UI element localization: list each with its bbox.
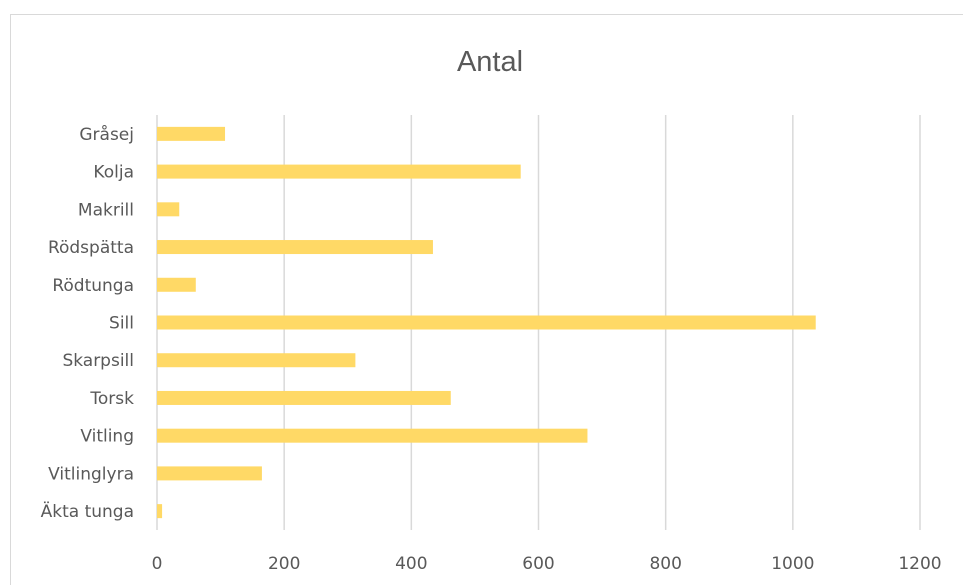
category-label: Sill bbox=[109, 314, 134, 334]
chart-title: Antal bbox=[457, 46, 523, 78]
bar bbox=[157, 428, 588, 443]
category-labels: Gråsej Kolja Makrill Rödspätta Rödtunga Sill S… bbox=[41, 124, 135, 522]
bar bbox=[157, 353, 356, 368]
bar bbox=[157, 466, 262, 481]
x-tick-label: 800 bbox=[649, 554, 681, 574]
bar bbox=[157, 504, 163, 519]
category-label: Vitling bbox=[80, 427, 134, 447]
bars bbox=[157, 126, 816, 519]
x-tick-label: 600 bbox=[522, 554, 554, 574]
category-label: Makrill bbox=[78, 200, 134, 220]
x-tick-label: 0 bbox=[152, 554, 163, 574]
x-tick-label: 1200 bbox=[898, 554, 941, 574]
bar bbox=[157, 202, 180, 217]
category-label: Torsk bbox=[89, 389, 134, 409]
x-tick-label: 400 bbox=[395, 554, 427, 574]
x-tick-label: 200 bbox=[268, 554, 300, 574]
category-label: Rödspätta bbox=[48, 238, 134, 258]
bar bbox=[157, 240, 433, 255]
bar bbox=[157, 390, 451, 405]
bar bbox=[157, 164, 521, 179]
category-label: Gråsej bbox=[79, 124, 134, 145]
x-tick-labels: 0 200 400 600 800 1000 1200 bbox=[152, 554, 942, 574]
bar bbox=[157, 315, 816, 330]
category-label: Skarpsill bbox=[62, 351, 134, 371]
chart-border bbox=[10, 14, 963, 585]
category-label: Vitlinglyra bbox=[48, 464, 134, 484]
category-label: Rödtunga bbox=[52, 276, 134, 296]
x-tick-label: 1000 bbox=[771, 554, 814, 574]
category-label: Äkta tunga bbox=[41, 501, 134, 522]
bar bbox=[157, 277, 196, 292]
bar bbox=[157, 126, 226, 141]
category-label: Kolja bbox=[93, 163, 134, 183]
